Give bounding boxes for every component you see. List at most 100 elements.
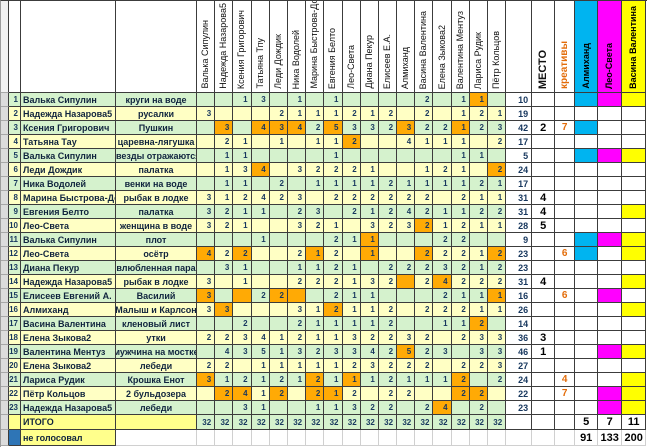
author-name[interactable]: Елисеев Евгений А.: [21, 289, 116, 303]
author-name[interactable]: Елена Зыкова2: [21, 359, 116, 373]
totals-row-number[interactable]: [9, 415, 21, 430]
not-voted-cell[interactable]: [451, 430, 470, 446]
vote-cell[interactable]: 1: [269, 345, 288, 359]
totals-vote-cell[interactable]: 32: [433, 415, 452, 430]
creative-cell[interactable]: [555, 303, 576, 317]
row-number[interactable]: 12: [9, 247, 21, 261]
creative-header[interactable]: креативы: [555, 1, 576, 93]
vote-cell[interactable]: 3: [197, 191, 216, 205]
judge-mark-cell[interactable]: [622, 93, 647, 107]
vote-cell[interactable]: [251, 247, 270, 261]
entry-title[interactable]: лебеди: [116, 401, 197, 415]
vote-cell[interactable]: 1: [233, 135, 252, 149]
row-number[interactable]: 23: [9, 401, 21, 415]
totals-vote-cell[interactable]: 32: [342, 415, 361, 430]
vote-cell[interactable]: 2: [415, 401, 434, 415]
vote-cell[interactable]: 2: [360, 331, 379, 345]
vote-cell[interactable]: [306, 289, 325, 303]
vote-cell[interactable]: 3: [342, 345, 361, 359]
vote-cell[interactable]: 3: [215, 261, 234, 275]
vote-cell[interactable]: [360, 135, 379, 149]
place-cell[interactable]: [532, 135, 556, 149]
vote-cell[interactable]: 1: [415, 135, 434, 149]
vote-cell[interactable]: 2: [378, 387, 398, 401]
vote-cell[interactable]: 1: [451, 149, 470, 163]
vote-cell[interactable]: 2: [415, 107, 434, 121]
vote-cell[interactable]: 1: [360, 233, 379, 247]
place-cell[interactable]: [532, 163, 556, 177]
author-name[interactable]: Валька Сипулин: [21, 93, 116, 107]
vote-cell[interactable]: 2: [451, 261, 470, 275]
vote-cell[interactable]: [215, 233, 234, 247]
vote-cell[interactable]: 2: [378, 107, 398, 121]
vote-cell[interactable]: 1: [433, 373, 452, 387]
vote-cell[interactable]: 1: [342, 373, 361, 387]
vote-cell[interactable]: [433, 149, 452, 163]
place-cell[interactable]: [532, 177, 556, 191]
place-cell[interactable]: [532, 233, 556, 247]
place-cell[interactable]: 3: [532, 331, 556, 345]
creative-cell[interactable]: [555, 177, 576, 191]
author-name[interactable]: Лариса Рудик: [21, 373, 116, 387]
vote-cell[interactable]: [287, 289, 307, 303]
judge-mark-cell[interactable]: [598, 219, 623, 233]
vote-cell[interactable]: 2: [433, 233, 452, 247]
judge-mark-cell[interactable]: [622, 261, 647, 275]
vote-cell[interactable]: 2: [287, 317, 307, 331]
totals-creative-cell[interactable]: [555, 415, 576, 430]
not-voted-count-cell[interactable]: 91: [575, 430, 599, 446]
vote-cell[interactable]: [287, 387, 307, 401]
not-voted-marker-cell[interactable]: [9, 430, 21, 446]
total-cell[interactable]: 24: [506, 373, 533, 387]
place-cell[interactable]: [532, 359, 556, 373]
judge-mark-cell[interactable]: [598, 345, 623, 359]
vote-cell[interactable]: 1: [306, 261, 325, 275]
vote-cell[interactable]: 5: [251, 345, 270, 359]
vote-cell[interactable]: 4: [287, 121, 307, 135]
vote-cell[interactable]: 3: [215, 121, 234, 135]
total-cell[interactable]: 22: [506, 387, 533, 401]
judge-mark-cell[interactable]: [622, 359, 647, 373]
vote-cell[interactable]: 1: [215, 163, 234, 177]
vote-cell[interactable]: [415, 317, 434, 331]
vote-cell[interactable]: [269, 93, 288, 107]
not-voted-entry-cell[interactable]: [116, 430, 197, 446]
vote-cell[interactable]: 1: [360, 373, 379, 387]
judge-header-1[interactable]: Алмиханд: [575, 1, 599, 93]
vote-cell[interactable]: 2: [233, 191, 252, 205]
voter-header-14[interactable]: Елена Зыкова2: [433, 1, 452, 93]
vote-cell[interactable]: 3: [433, 345, 452, 359]
vote-cell[interactable]: 2: [269, 373, 288, 387]
vote-cell[interactable]: [215, 275, 234, 289]
totals-vote-cell[interactable]: 32: [469, 415, 488, 430]
totals-vote-cell[interactable]: 32: [360, 415, 379, 430]
total-cell[interactable]: 9: [506, 233, 533, 247]
vote-cell[interactable]: 2: [324, 261, 343, 275]
creative-cell[interactable]: 6: [555, 289, 576, 303]
vote-cell[interactable]: [251, 317, 270, 331]
author-name[interactable]: Надежда Назарова5: [21, 107, 116, 121]
vote-cell[interactable]: 1: [233, 261, 252, 275]
vote-cell[interactable]: 3: [488, 345, 507, 359]
vote-cell[interactable]: 1: [324, 359, 343, 373]
author-name[interactable]: Елена Зыкова2: [21, 331, 116, 345]
vote-cell[interactable]: 2: [197, 359, 216, 373]
judge-mark-cell[interactable]: [598, 93, 623, 107]
vote-cell[interactable]: [197, 135, 216, 149]
place-cell[interactable]: [532, 93, 556, 107]
vote-cell[interactable]: 2: [324, 247, 343, 261]
vote-cell[interactable]: 1: [469, 93, 488, 107]
not-voted-cell[interactable]: [378, 430, 398, 446]
vote-cell[interactable]: 1: [469, 289, 488, 303]
total-column-header[interactable]: [506, 1, 533, 93]
vote-cell[interactable]: 2: [324, 303, 343, 317]
judge-mark-cell[interactable]: [622, 387, 647, 401]
vote-cell[interactable]: 1: [469, 219, 488, 233]
vote-cell[interactable]: [269, 149, 288, 163]
vote-cell[interactable]: [397, 401, 416, 415]
vote-cell[interactable]: [360, 149, 379, 163]
vote-cell[interactable]: [233, 233, 252, 247]
totals-vote-cell[interactable]: 32: [287, 415, 307, 430]
row-number[interactable]: 10: [9, 219, 21, 233]
creative-cell[interactable]: [555, 163, 576, 177]
